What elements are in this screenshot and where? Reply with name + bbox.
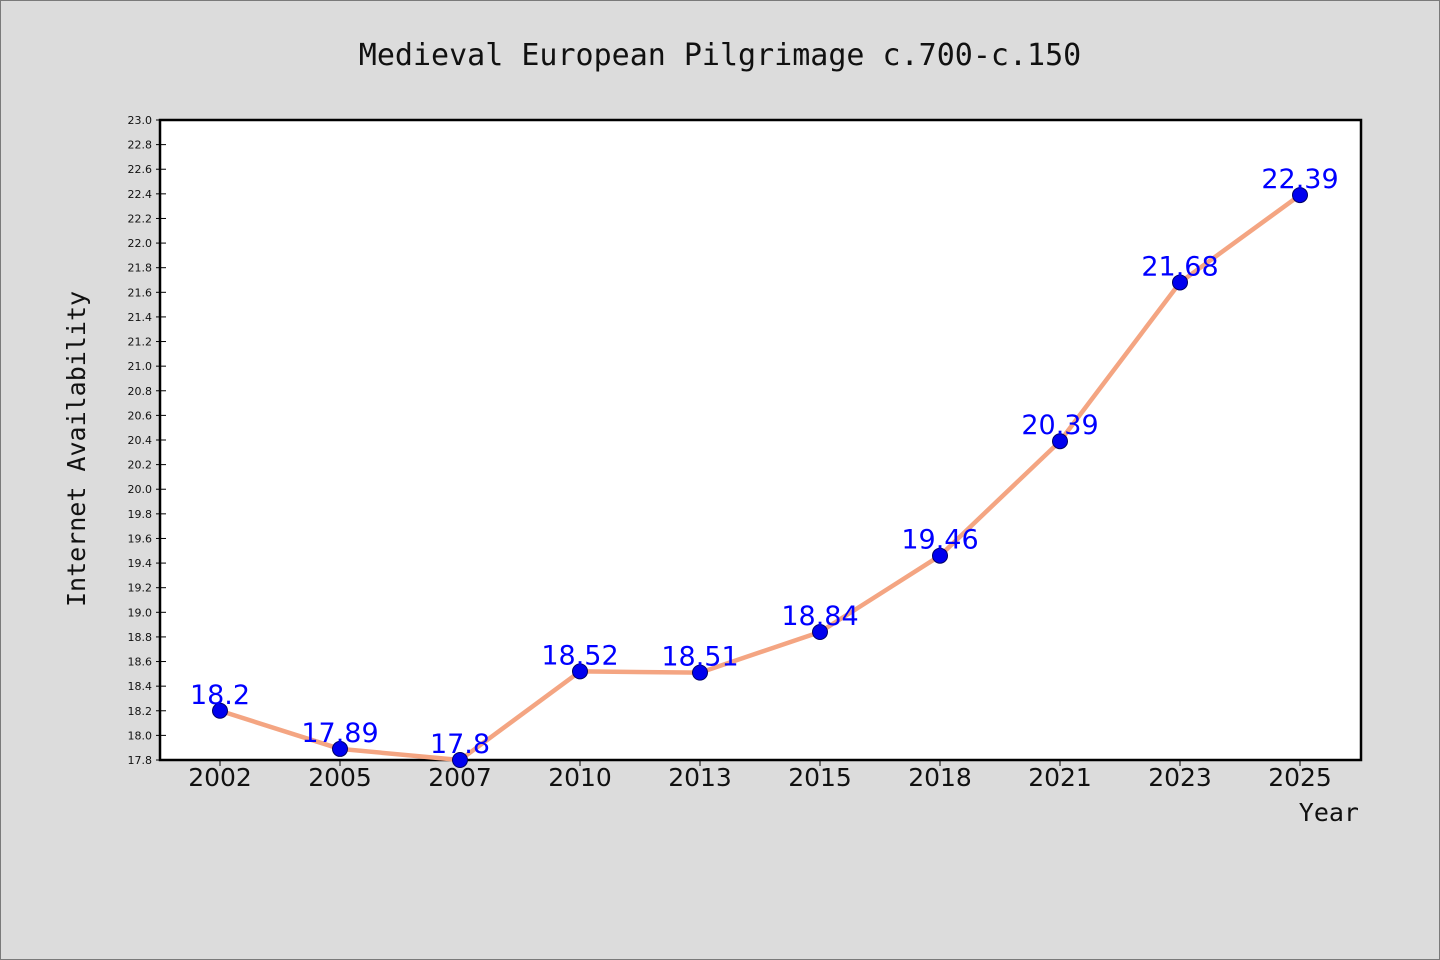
data-label: 18.51 xyxy=(661,642,738,673)
y-axis-label: Internet Availability xyxy=(62,291,91,607)
y-tick-label: 18.4 xyxy=(128,680,153,693)
data-point xyxy=(332,740,348,757)
y-axis-tick-labels: 17.8 18.0 18.2 18.4 18.6 18.8 19.0 19.2 19.4 19.6… xyxy=(128,114,153,767)
data-label: 22.39 xyxy=(1261,164,1338,195)
series-line xyxy=(217,192,1303,763)
x-tick-label: 2013 xyxy=(668,763,732,792)
x-tick-label: 2015 xyxy=(788,763,852,792)
y-tick-label: 20.6 xyxy=(128,409,153,422)
x-tick-label: 2018 xyxy=(908,763,972,792)
data-point xyxy=(812,624,828,640)
data-point xyxy=(1052,433,1068,450)
data-point-markers xyxy=(212,187,1308,768)
y-tick-label: 22.8 xyxy=(128,139,153,152)
data-label: 18.2 xyxy=(190,680,250,711)
data-point xyxy=(452,752,468,768)
chart-title: Medieval European Pilgrimage c.700-c.150 xyxy=(359,38,1081,73)
x-tick-label: 2010 xyxy=(548,763,612,792)
data-label: 18.84 xyxy=(781,601,858,632)
y-tick-label: 21.6 xyxy=(128,286,153,299)
data-point xyxy=(212,702,228,719)
data-label: 19.46 xyxy=(901,525,978,556)
y-tick-label: 22.6 xyxy=(128,163,153,176)
y-tick-label: 19.4 xyxy=(128,557,153,570)
data-label: 17.89 xyxy=(301,718,378,749)
y-tick-label: 19.6 xyxy=(128,532,153,545)
y-tick-label: 22.2 xyxy=(128,212,153,225)
y-tick-label: 17.8 xyxy=(128,754,153,767)
data-point xyxy=(692,664,708,681)
y-tick-label: 19.8 xyxy=(128,508,153,521)
y-tick-label: 20.2 xyxy=(128,459,153,472)
data-point xyxy=(1172,274,1188,291)
x-tick-label: 2023 xyxy=(1148,763,1212,792)
y-tick-label: 21.2 xyxy=(128,336,153,349)
x-axis-label: Year xyxy=(1299,798,1359,827)
y-tick-label: 22.0 xyxy=(128,237,153,250)
x-tick-label: 2005 xyxy=(308,763,372,792)
x-tick-label: 2002 xyxy=(188,763,252,792)
y-tick-label: 21.4 xyxy=(128,311,153,324)
plot-area xyxy=(158,118,1363,762)
y-tick-label: 18.0 xyxy=(128,729,153,742)
y-tick-label: 22.4 xyxy=(128,188,153,201)
data-point xyxy=(1292,187,1308,204)
data-label: 21.68 xyxy=(1141,251,1218,282)
y-axis-ticks xyxy=(156,119,166,761)
y-tick-label: 21.8 xyxy=(128,262,153,275)
data-point xyxy=(572,663,588,680)
y-tick-label: 18.2 xyxy=(128,705,153,718)
y-tick-label: 19.0 xyxy=(128,606,153,619)
data-point xyxy=(932,547,948,564)
y-tick-label: 23.0 xyxy=(128,114,153,127)
y-tick-label: 18.8 xyxy=(128,631,153,644)
x-tick-label: 2021 xyxy=(1028,763,1092,792)
x-axis-tick-labels: 2002 2005 2007 2010 2013 2015 2018 2021 2023 2025 xyxy=(188,763,1332,792)
y-tick-label: 21.0 xyxy=(128,360,153,373)
y-tick-label: 20.8 xyxy=(128,385,153,398)
y-tick-label: 20.4 xyxy=(128,434,153,447)
data-label: 17.8 xyxy=(430,729,490,760)
x-tick-label: 2025 xyxy=(1268,763,1332,792)
y-tick-label: 18.6 xyxy=(128,656,153,669)
data-label: 20.39 xyxy=(1021,410,1098,441)
y-tick-label: 19.2 xyxy=(128,582,153,595)
y-tick-label: 20.0 xyxy=(128,483,153,496)
data-label: 18.52 xyxy=(541,640,618,671)
data-labels: 18.2 17.89 17.8 18.52 18.51 18.84 19.46 20.39 21… xyxy=(190,164,1339,760)
